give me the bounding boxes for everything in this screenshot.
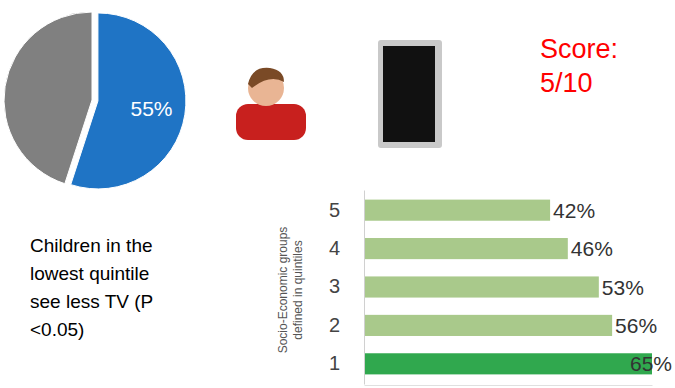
pie-slice: [4, 12, 92, 184]
child-body: [236, 104, 306, 140]
bar: [364, 238, 568, 259]
pie-group: 55%: [4, 12, 186, 189]
text-line: see less TV (P: [30, 291, 153, 312]
y-axis-title: Socio-Economic groupsdefined in quintile…: [276, 227, 305, 354]
tv-body: [378, 40, 442, 148]
y-tick-label: 1: [329, 352, 340, 374]
score-annotation: Score: 5/10: [540, 34, 618, 98]
x-axis-line: [365, 385, 653, 386]
y-axis: 5 4 3 2 1: [329, 191, 365, 385]
y-tick: 4: [329, 237, 364, 259]
y-tick: 5: [329, 199, 364, 221]
bar-label: 56%: [615, 314, 657, 337]
text-line: <0.05): [30, 319, 84, 340]
bar-label: 46%: [571, 237, 613, 260]
y-tick-label: 2: [329, 314, 340, 336]
y-tick: 2: [329, 314, 364, 336]
chart-canvas: 55% Score: 5/10 5 4 3 2 1 42% 46% 53% 56% 65% Socio-E…: [0, 0, 675, 388]
text-line: lowest quintile: [30, 263, 149, 284]
bar-label: 42%: [553, 199, 595, 222]
bar-group: [364, 200, 652, 375]
text-line: Socio-Economic groups: [276, 227, 290, 354]
x-axis: [365, 385, 653, 386]
text-line: defined in quintiles: [291, 240, 305, 339]
bar-label: 65%: [630, 352, 672, 375]
bar: [364, 276, 599, 297]
y-tick-label: 3: [329, 275, 340, 297]
bar: [364, 315, 612, 336]
y-tick-label: 5: [329, 199, 340, 221]
text-line: Children in the: [30, 235, 153, 256]
y-tick-label: 4: [329, 237, 340, 259]
bar: [364, 200, 550, 221]
pie-label: 55%: [130, 97, 172, 120]
tv-icon: [236, 40, 442, 148]
tv-screen: [383, 46, 435, 142]
note-annotation: Children in the lowest quintile see less T…: [30, 235, 153, 340]
y-axis-line: [364, 191, 365, 385]
child-hair: [248, 68, 284, 88]
text-line: Score:: [540, 34, 618, 64]
bar-label: 53%: [602, 276, 644, 299]
y-tick: 3: [329, 275, 364, 297]
text-line: 5/10: [540, 68, 593, 98]
bar: [364, 353, 652, 374]
y-tick: 1: [329, 352, 364, 374]
